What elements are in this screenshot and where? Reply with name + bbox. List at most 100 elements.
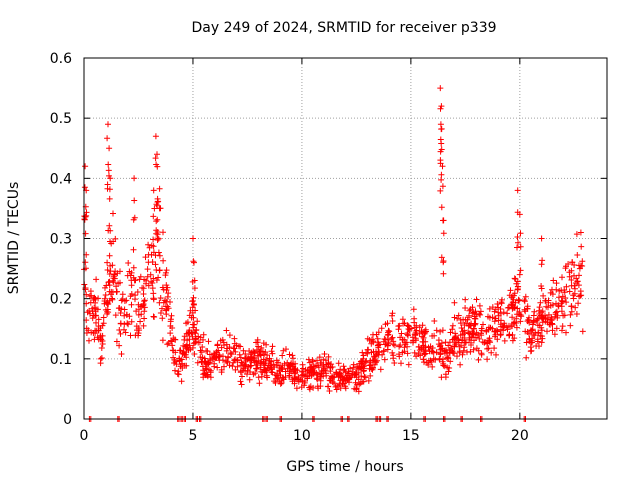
data-point: [462, 296, 469, 303]
data-point: [451, 343, 458, 349]
data-point: [268, 366, 275, 373]
data-point: [156, 299, 163, 306]
data-point: [240, 347, 247, 354]
data-point: [308, 367, 315, 374]
data-point: [164, 341, 171, 348]
data-point: [390, 352, 397, 359]
data-point: [283, 346, 289, 353]
data-point: [371, 353, 377, 360]
data-point: [138, 311, 145, 318]
data-point: [480, 321, 486, 328]
data-point: [489, 325, 496, 332]
data-point: [506, 292, 513, 299]
data-point: [262, 367, 269, 374]
data-point: [412, 329, 419, 336]
data-point: [131, 197, 138, 204]
data-point: [563, 283, 570, 290]
data-point: [131, 175, 138, 182]
data-point: [160, 257, 167, 264]
data-point: [164, 293, 171, 300]
data-point: [484, 356, 491, 363]
data-point: [101, 298, 108, 304]
data-point: [451, 299, 458, 306]
data-point: [439, 327, 446, 334]
data-point: [420, 356, 427, 363]
data-point: [106, 278, 113, 285]
data-point: [269, 343, 276, 350]
data-point: [95, 316, 102, 323]
data-point: [81, 184, 88, 191]
data-point: [123, 297, 130, 304]
data-point: [478, 325, 485, 332]
data-point: [211, 363, 218, 370]
data-point: [527, 339, 534, 346]
data-point: [549, 291, 556, 298]
data-point: [105, 121, 111, 128]
data-point: [568, 282, 575, 289]
data-point: [192, 336, 199, 343]
chart-title: Day 249 of 2024, SRMTID for receiver p33…: [191, 20, 496, 36]
data-point: [528, 327, 535, 334]
data-point: [437, 85, 444, 92]
data-point: [207, 374, 214, 381]
data-point: [377, 366, 384, 373]
data-point: [191, 351, 198, 357]
data-point: [501, 320, 508, 327]
data-point: [168, 312, 175, 319]
data-point: [446, 350, 453, 357]
data-point: [360, 368, 367, 375]
data-point: [121, 312, 128, 319]
data-point: [478, 332, 485, 339]
data-point: [94, 334, 101, 341]
data-point: [464, 316, 471, 323]
data-point: [159, 315, 166, 322]
data-point: [534, 316, 541, 323]
data-point: [169, 347, 176, 354]
data-point: [247, 369, 254, 375]
data-point: [353, 386, 360, 393]
data-point: [399, 349, 406, 356]
data-point: [381, 347, 387, 354]
data-point: [522, 308, 529, 315]
y-tick-label: 0.4: [50, 171, 72, 187]
data-point: [130, 246, 137, 253]
data-point: [255, 343, 262, 350]
data-point: [121, 306, 128, 313]
data-point: [230, 359, 237, 366]
data-point: [397, 334, 404, 341]
data-point: [199, 358, 205, 365]
data-point: [130, 264, 137, 271]
data-point: [142, 254, 149, 261]
data-point: [513, 324, 520, 331]
data-point: [181, 336, 188, 343]
data-point: [514, 311, 521, 318]
data-point: [574, 278, 581, 285]
data-point: [376, 341, 383, 348]
data-point: [91, 336, 98, 343]
data-point: [447, 329, 454, 336]
data-point: [402, 339, 408, 346]
data-point: [122, 329, 129, 336]
data-point: [333, 386, 340, 393]
data-point: [190, 301, 197, 307]
data-point: [246, 376, 253, 383]
data-point: [566, 273, 573, 280]
data-point: [462, 339, 469, 346]
data-point: [321, 351, 328, 357]
data-point: [247, 351, 254, 358]
data-point: [511, 290, 518, 297]
data-point: [440, 217, 447, 224]
data-point: [178, 378, 185, 385]
data-point: [368, 340, 375, 347]
data-point: [150, 243, 157, 250]
data-point: [429, 348, 436, 355]
data-point: [533, 343, 540, 349]
data-point: [237, 378, 244, 385]
data-point: [405, 326, 412, 332]
data-point: [547, 317, 554, 323]
data-point: [404, 350, 411, 357]
data-point: [292, 369, 299, 376]
data-point: [445, 368, 452, 375]
data-point: [391, 360, 398, 366]
